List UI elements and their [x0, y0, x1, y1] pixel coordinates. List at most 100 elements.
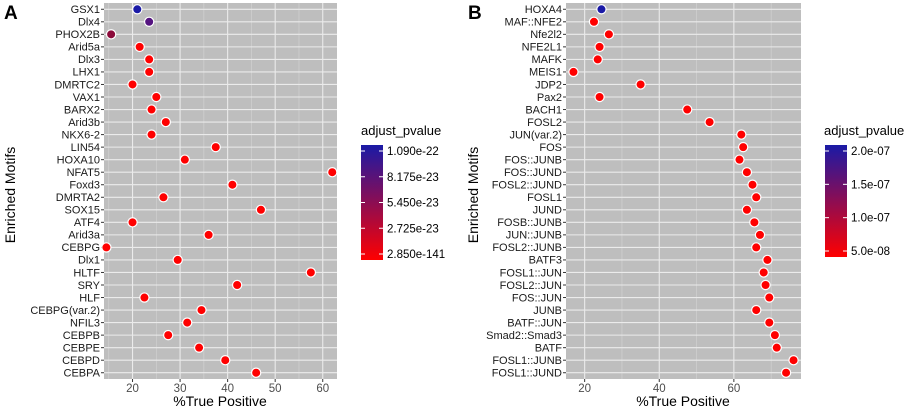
legend-tick-label: 2.725e-23 [387, 223, 439, 235]
panel-b-gridlines [566, 3, 801, 379]
category-label: Nfe2l2 [530, 29, 562, 41]
data-point [603, 29, 615, 40]
data-point [751, 304, 762, 316]
panel-a-category-labels: GSX1Dlx4PHOX2BArid5aDlx3LHX1DMRTC2VAX1BA… [30, 4, 101, 379]
data-point [255, 204, 267, 215]
data-point [758, 267, 769, 278]
category-label: JUND [533, 205, 562, 217]
category-label: NFE2L1 [522, 42, 562, 54]
data-point [568, 66, 579, 78]
category-label: MAF::NFE2 [505, 17, 562, 29]
category-label: Arid5a [68, 42, 101, 54]
panel-a-letter: A [4, 3, 18, 24]
data-point [780, 367, 792, 378]
panel-b-y-axis-title: Enriched Motifs [465, 147, 481, 243]
data-point [179, 154, 191, 165]
data-point [751, 242, 762, 253]
category-label: LHX1 [72, 67, 100, 79]
panel-b-axis-ticks: 20 40 60 [563, 8, 740, 395]
legend-tick-label: 1.090e-22 [387, 146, 439, 158]
x-tick-label: 40 [221, 383, 234, 395]
data-point [162, 329, 174, 341]
data-point [210, 141, 221, 153]
panel-b-legend-title: adjust_pvalue [824, 123, 904, 138]
data-point [747, 179, 758, 190]
panel-b-legend-ticks: 2.0e-07 1.5e-07 1.0e-07 5.0e-08 [825, 146, 890, 258]
data-point [146, 129, 157, 140]
category-label: MEIS1 [529, 67, 562, 79]
category-label: JUN::JUNB [506, 230, 562, 242]
panel-b-legend-colorbar [825, 145, 847, 257]
x-tick-label: 20 [578, 383, 591, 395]
data-point [127, 79, 138, 90]
legend-tick-label: 8.175e-23 [387, 172, 439, 184]
panel-a-axis-ticks: 20 30 40 50 60 [101, 8, 329, 395]
category-label: BATF::JUN [507, 317, 562, 329]
data-point [203, 229, 214, 241]
category-label: FOSL2::JUND [492, 180, 562, 192]
data-point [762, 254, 773, 266]
data-point [737, 141, 749, 153]
data-point [132, 4, 143, 15]
data-point [182, 317, 193, 328]
category-label: FOSL2 [527, 117, 562, 129]
panel-a-plot-background [104, 3, 337, 379]
panel-a-legend-ticks: 1.090e-22 8.175e-23 5.450e-23 2.725e-23 2.85… [361, 146, 445, 261]
panel-a: A 20 30 40 50 60 GSX1Dlx4PHOX2BArid5aDlx3LHX… [2, 3, 445, 409]
x-tick-label: 40 [653, 383, 666, 395]
panel-a-x-axis-title: %True Positive [173, 393, 267, 409]
data-point [172, 254, 183, 266]
category-label: FOS::JUND [504, 167, 562, 179]
data-point [635, 79, 646, 90]
data-point [127, 217, 138, 228]
legend-tick-label: 5.0e-08 [851, 246, 890, 258]
data-point [764, 317, 775, 328]
x-tick-label: 20 [126, 383, 139, 395]
data-point [734, 154, 745, 165]
data-point [146, 104, 157, 115]
x-tick-label: 50 [269, 383, 282, 395]
data-point [151, 91, 162, 103]
panel-b-letter: B [468, 3, 482, 24]
category-label: SOX15 [65, 205, 100, 217]
panel-a-color-legend: adjust_pvalue 1.090e-22 8.175e-23 5.450e-2… [361, 123, 445, 261]
category-label: NKX6-2 [61, 129, 100, 141]
panel-b: B 20 40 60 HOXA4MAF::NFE2Nfe2l2NFE2L1MAFKM… [465, 3, 904, 409]
category-label: Arid3a [68, 230, 101, 242]
category-label: Dlx3 [78, 54, 100, 66]
category-label: CEBPD [62, 355, 100, 367]
category-label: JUN(var.2) [509, 129, 562, 141]
data-point [101, 242, 112, 253]
data-point [588, 16, 600, 27]
x-tick-label: 60 [316, 383, 329, 395]
data-point [139, 292, 150, 303]
data-point [105, 29, 117, 40]
data-point [736, 129, 747, 140]
category-label: DMRTC2 [54, 79, 100, 91]
data-point [227, 179, 238, 190]
legend-tick-label: 2.0e-07 [851, 146, 890, 158]
panel-a-points [101, 4, 338, 378]
category-label: FOSB::JUNB [497, 217, 562, 229]
category-label: FOSL1::JUNB [492, 355, 562, 367]
data-point [754, 229, 766, 241]
category-label: HLTF [73, 267, 100, 279]
panel-b-category-labels: HOXA4MAF::NFE2Nfe2l2NFE2L1MAFKMEIS1JDP2P… [486, 4, 562, 379]
panel-b-x-axis-title: %True Positive [636, 393, 730, 409]
data-point [143, 16, 155, 27]
category-label: VAX1 [73, 92, 100, 104]
category-label: Pax2 [537, 92, 562, 104]
category-label: NFAT5 [67, 167, 100, 179]
category-label: BATF [535, 342, 563, 354]
category-label: FOSL2::JUN [500, 280, 562, 292]
data-point [760, 279, 771, 291]
category-label: ATF4 [74, 217, 100, 229]
category-label: FOS [539, 142, 562, 154]
legend-tick-label: 1.0e-07 [851, 213, 890, 225]
panel-a-legend-colorbar [361, 145, 383, 260]
category-label: FOSL1::JUND [492, 368, 562, 380]
category-label: CEBPG [61, 242, 100, 254]
data-point [594, 91, 605, 103]
category-label: Dlx4 [78, 17, 100, 29]
